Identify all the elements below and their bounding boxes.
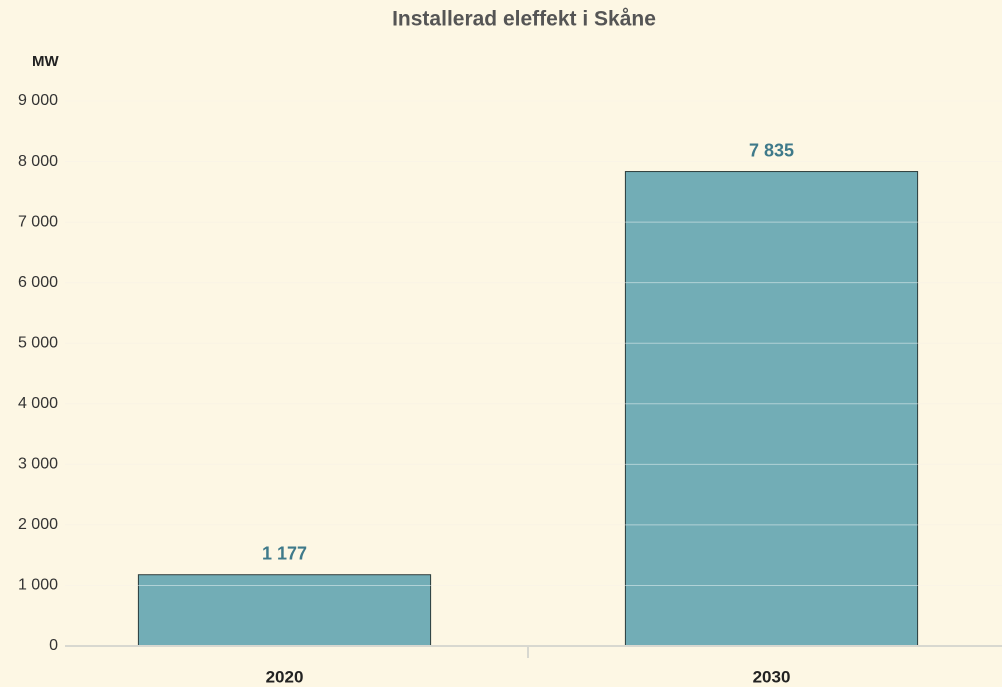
bar bbox=[624, 171, 919, 647]
y-tick-label: 8 000 bbox=[18, 153, 58, 170]
y-tick-label: 5 000 bbox=[18, 334, 58, 351]
chart-title: Installerad eleffekt i Skåne bbox=[392, 8, 656, 31]
y-tick-label: 4 000 bbox=[18, 395, 58, 412]
y-tick-label: 2 000 bbox=[18, 516, 58, 533]
y-tick-label: 1 000 bbox=[18, 577, 58, 594]
y-tick-label: 9 000 bbox=[18, 92, 58, 109]
bar bbox=[137, 574, 432, 647]
value-label: 7 835 bbox=[749, 140, 794, 160]
y-axis-label: MW bbox=[32, 53, 59, 70]
y-tick-label: 6 000 bbox=[18, 274, 58, 291]
y-tick-label: 3 000 bbox=[18, 456, 58, 473]
x-tick-label: 2030 bbox=[753, 667, 791, 686]
value-label: 1 177 bbox=[262, 543, 307, 563]
x-tick-label: 2020 bbox=[266, 667, 304, 686]
y-tick-label: 0 bbox=[49, 637, 58, 654]
y-tick-label: 7 000 bbox=[18, 213, 58, 230]
